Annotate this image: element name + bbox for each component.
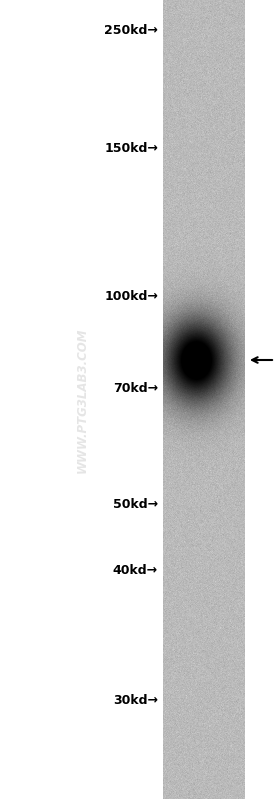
Text: 50kd→: 50kd→ [113, 499, 158, 511]
Text: 30kd→: 30kd→ [113, 694, 158, 706]
Text: 100kd→: 100kd→ [104, 289, 158, 303]
Text: 40kd→: 40kd→ [113, 563, 158, 577]
Text: 150kd→: 150kd→ [104, 141, 158, 154]
Text: 250kd→: 250kd→ [104, 23, 158, 37]
Text: 70kd→: 70kd→ [113, 381, 158, 395]
Text: WWW.PTG3LAB3.COM: WWW.PTG3LAB3.COM [76, 328, 88, 473]
